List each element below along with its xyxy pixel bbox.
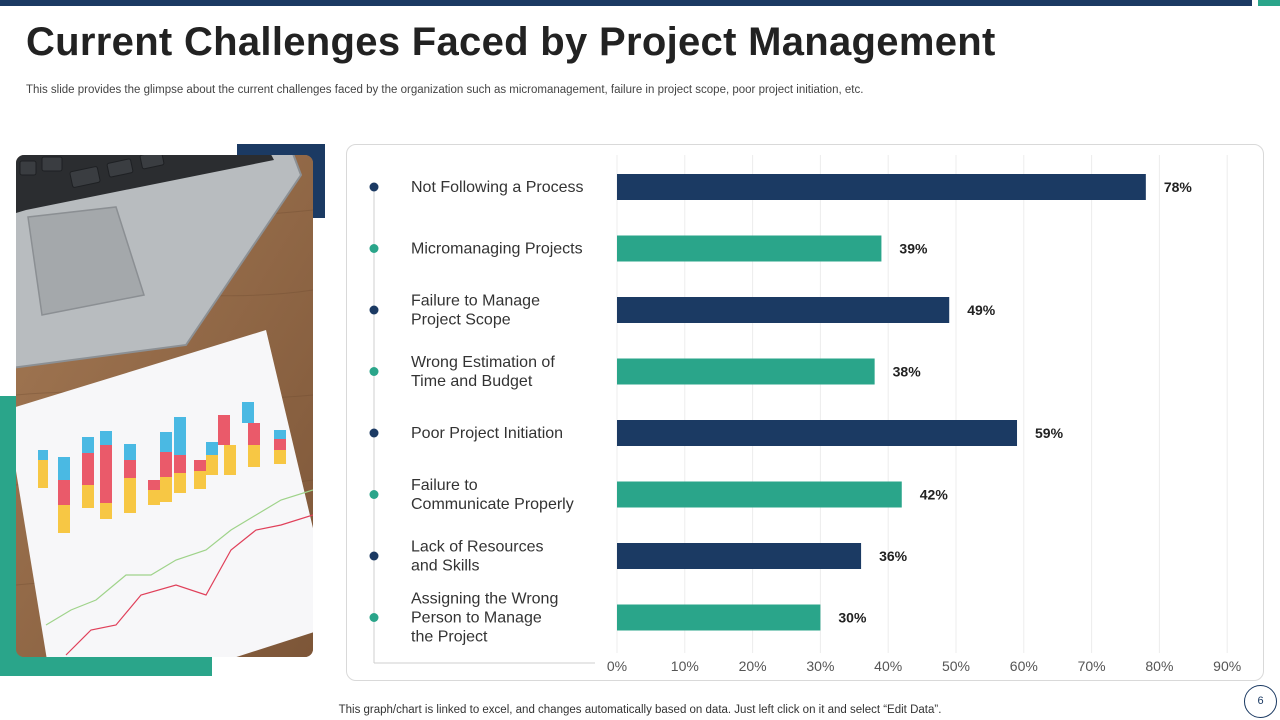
category-label-line: Communicate Properly [411, 496, 574, 513]
challenges-bar-chart: 0% 10% 20% 30% 40% 50% 60% 70% 80% 90% Not Followi… [369, 155, 1241, 674]
data-label: 38% [893, 364, 922, 380]
category-label-line: Failure to [411, 477, 478, 494]
category-label-line: Poor Project Initiation [411, 425, 563, 442]
category-label: Assigning the Wrong Person to Manage the P… [411, 591, 558, 646]
category-bullet [369, 551, 379, 561]
category-bullet [369, 613, 379, 622]
category-label-line: Project Scope [411, 312, 511, 329]
photo-illustration [16, 155, 313, 657]
x-tick-label: 40% [874, 658, 902, 674]
category-label: Failure to Communicate Properly [411, 477, 574, 513]
bar [617, 235, 882, 262]
top-accent-bar [0, 0, 1252, 6]
category-label-line: Not Following a Process [411, 179, 584, 196]
data-label: 78% [1164, 179, 1193, 195]
category-label: Poor Project Initiation [411, 425, 563, 442]
data-label: 42% [920, 487, 949, 503]
top-accent-bar-teal [1258, 0, 1280, 6]
category-label-line: Failure to Manage [411, 293, 540, 310]
bar [617, 543, 862, 569]
x-tick-label: 10% [671, 658, 699, 674]
category-label-line: the Project [411, 629, 488, 646]
category-label-line: Person to Manage [411, 610, 542, 627]
x-tick-label: 0% [607, 658, 627, 674]
x-tick-label: 50% [942, 658, 970, 674]
laptop-icon [16, 155, 303, 369]
category-label: Wrong Estimation of Time and Budget [411, 354, 555, 390]
category-bullet [369, 367, 379, 376]
category-label: Micromanaging Projects [411, 241, 583, 258]
category-label: Lack of Resources and Skills [411, 539, 544, 575]
report-paper [16, 330, 313, 657]
x-tick-label: 30% [806, 658, 834, 674]
category-label-line: Wrong Estimation of [411, 354, 555, 371]
page-title: Current Challenges Faced by Project Mana… [26, 20, 996, 64]
bar [617, 420, 1018, 446]
x-tick-label: 70% [1078, 658, 1106, 674]
category-label-line: Time and Budget [411, 373, 533, 390]
x-tick-label: 60% [1010, 658, 1038, 674]
bar [617, 358, 875, 385]
page-number-badge: 6 [1244, 685, 1277, 718]
category-bullet [369, 428, 379, 438]
category-label: Not Following a Process [411, 179, 584, 196]
footer-note: This graph/chart is linked to excel, and… [338, 704, 942, 716]
data-label: 39% [899, 241, 928, 257]
data-label: 30% [838, 610, 867, 626]
paper-bar-chart [38, 402, 286, 533]
data-label: 49% [967, 302, 996, 318]
laptop-report-photo [16, 155, 313, 657]
bar [617, 297, 950, 323]
category-bullet [369, 182, 379, 192]
paper-line-chart [45, 489, 313, 656]
bar [617, 174, 1146, 200]
category-bullet [369, 244, 379, 253]
category-label-line: Lack of Resources [411, 539, 544, 556]
category-label-line: Assigning the Wrong [411, 591, 558, 608]
data-label: 36% [879, 548, 908, 564]
page-subtitle: This slide provides the glimpse about th… [26, 84, 864, 96]
x-tick-label: 20% [739, 658, 767, 674]
data-label: 59% [1035, 425, 1064, 441]
x-tick-label: 90% [1213, 658, 1241, 674]
category-bullet [369, 490, 379, 499]
category-bullet [369, 305, 379, 315]
category-label-line: Micromanaging Projects [411, 241, 583, 258]
chart-card: 0% 10% 20% 30% 40% 50% 60% 70% 80% 90% Not Followi… [346, 144, 1264, 681]
category-label-line: and Skills [411, 558, 479, 575]
category-label: Failure to Manage Project Scope [411, 293, 540, 329]
bar [617, 604, 821, 631]
bar [617, 481, 902, 508]
x-tick-label: 80% [1145, 658, 1173, 674]
